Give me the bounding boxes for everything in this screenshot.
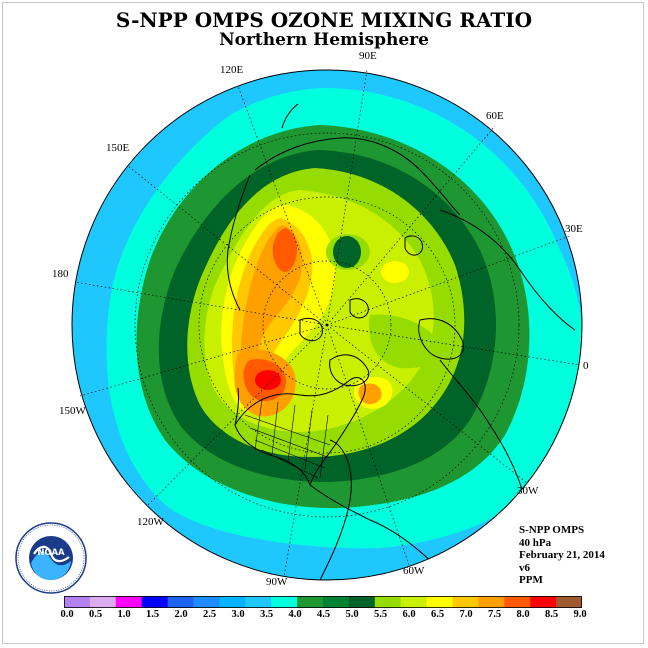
info-instrument: S-NPP OMPS <box>519 524 585 536</box>
colorbar-tick-label: 7.0 <box>459 609 473 620</box>
lon-label-150e: 150E <box>106 142 130 154</box>
lon-label-120w: 120W <box>137 516 164 528</box>
colorbar-tick-label: 6.5 <box>430 609 445 620</box>
colorbar-tick-label: 4.5 <box>316 609 331 620</box>
map-boundary <box>71 69 583 581</box>
colorbar-swatch <box>64 596 91 608</box>
colorbar-swatch <box>400 596 428 608</box>
colorbar-swatch <box>297 596 324 608</box>
ozone-band-lime-east <box>369 314 441 369</box>
colorbar-swatch <box>530 596 557 608</box>
lon-label-30w: 30W <box>517 485 539 497</box>
colorbar-tick-label: 1.5 <box>145 609 160 620</box>
lon-label-0: 0 <box>583 360 589 372</box>
lon-label-90e: 90E <box>359 50 377 62</box>
map-subtitle: Northern Hemisphere <box>219 30 429 50</box>
lon-label-60w: 60W <box>403 565 425 577</box>
colorbar-tick-label: 9.0 <box>573 609 587 620</box>
info-date: February 21, 2014 <box>519 549 605 562</box>
lon-label-150w: 150W <box>59 405 86 417</box>
coastline-outlines <box>226 103 576 580</box>
lon-label-60e: 60E <box>486 110 504 122</box>
lon-label-30e: 30E <box>565 223 583 235</box>
colorbar-swatch <box>245 596 272 608</box>
colorbar-swatch <box>426 596 453 608</box>
ozone-band-redorange <box>272 228 298 273</box>
map-title: S-NPP OMPS OZONE MIXING RATIO <box>115 8 533 32</box>
ozone-band-orange-east <box>358 383 382 405</box>
colorbar-tick-label: 1.0 <box>117 609 131 620</box>
colorbar-tick-label: 5.5 <box>373 609 388 620</box>
colorbar-swatch <box>374 596 402 608</box>
colorbar-swatch <box>89 596 117 608</box>
colorbar-tick-label: 2.0 <box>174 609 188 620</box>
colorbar-swatch <box>141 596 169 608</box>
noaa-logo: NOAA <box>15 522 87 594</box>
ozone-band-darkgreen-pocket <box>333 236 361 268</box>
colorbar-border <box>64 596 582 608</box>
colorbar-swatch <box>323 596 350 608</box>
colorbar-tick-label: 6.0 <box>402 609 416 620</box>
colorbar-tick-label: 0.0 <box>60 609 74 620</box>
lon-label-120e: 120E <box>220 64 244 76</box>
colorbar-swatch <box>556 596 582 608</box>
colorbar-tick-label: 5.0 <box>345 609 359 620</box>
info-version: v6 <box>519 561 530 574</box>
info-level: 40 hPa <box>519 536 552 549</box>
colorbar-swatch <box>504 596 531 608</box>
colorbar-tick-label: 4.0 <box>288 609 302 620</box>
colorbar-swatch <box>452 596 479 608</box>
colorbar-tick-label: 8.5 <box>544 609 559 620</box>
colorbar-swatch <box>271 596 298 608</box>
colorbar-swatch <box>167 596 194 608</box>
colorbar-swatch <box>115 596 143 608</box>
colorbar-tick-label: 7.5 <box>487 609 502 620</box>
colorbar-tick-label: 8.0 <box>516 609 530 620</box>
graticule <box>74 69 581 578</box>
lon-label-90w: 90W <box>266 576 288 588</box>
colorbar-tick-label: 3.5 <box>259 609 274 620</box>
ozone-band-red <box>255 370 281 390</box>
colorbar-swatch <box>478 596 505 608</box>
colorbar-tick-label: 0.5 <box>88 609 103 620</box>
usa-state-boundaries <box>244 399 331 479</box>
colorbar-swatch <box>219 596 246 608</box>
lon-label-180: 180 <box>52 268 69 280</box>
colorbar-swatch <box>348 596 376 608</box>
colorbar-tick-label: 2.5 <box>202 609 217 620</box>
noaa-logo-text: NOAA <box>37 548 65 558</box>
ozone-band-yellow-pocket <box>381 261 409 283</box>
colorbar-swatches <box>64 596 582 608</box>
colorbar <box>64 596 582 608</box>
info-units: PPM <box>519 574 543 587</box>
colorbar-tick-label: 3.0 <box>231 609 245 620</box>
product-info: S-NPP OMPS 40 hPa February 21, 2014 v6 P… <box>519 524 605 587</box>
colorbar-swatch <box>193 596 220 608</box>
